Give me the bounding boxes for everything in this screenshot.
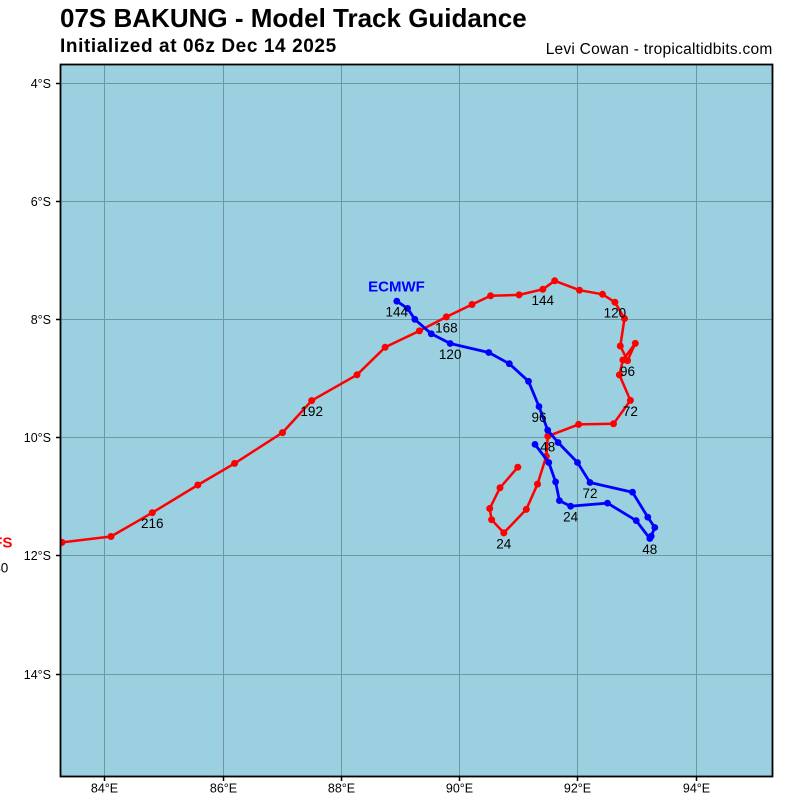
svg-text:168: 168 <box>435 320 458 335</box>
svg-text:8°S: 8°S <box>31 313 51 327</box>
svg-text:ECMWF: ECMWF <box>368 279 425 296</box>
svg-text:12°S: 12°S <box>24 549 51 563</box>
svg-text:6°S: 6°S <box>31 195 51 209</box>
svg-text:24: 24 <box>496 536 512 551</box>
svg-text:88°E: 88°E <box>328 782 355 796</box>
svg-text:48: 48 <box>540 440 555 455</box>
svg-text:48: 48 <box>642 542 657 557</box>
svg-text:07S BAKUNG - Model Track Guida: 07S BAKUNG - Model Track Guidance <box>60 3 527 33</box>
svg-text:86°E: 86°E <box>210 782 237 796</box>
svg-text:24: 24 <box>563 510 579 525</box>
svg-text:192: 192 <box>300 404 323 419</box>
svg-text:96: 96 <box>531 410 546 425</box>
svg-text:144: 144 <box>386 305 409 320</box>
svg-text:120: 120 <box>604 306 627 321</box>
svg-text:120: 120 <box>439 347 462 362</box>
svg-text:72: 72 <box>623 404 638 419</box>
svg-text:Levi Cowan - tropicaltidbits.c: Levi Cowan - tropicaltidbits.com <box>546 41 773 58</box>
svg-text:90°E: 90°E <box>446 782 473 796</box>
svg-text:84°E: 84°E <box>91 782 118 796</box>
svg-text:92°E: 92°E <box>564 782 591 796</box>
svg-text:96: 96 <box>620 364 635 379</box>
svg-text:240: 240 <box>0 561 8 576</box>
svg-text:Initialized at 06z Dec 14 2025: Initialized at 06z Dec 14 2025 <box>60 36 337 57</box>
svg-text:10°S: 10°S <box>24 431 51 445</box>
svg-text:GFS: GFS <box>0 535 12 552</box>
svg-text:216: 216 <box>141 516 164 531</box>
svg-text:94°E: 94°E <box>683 782 710 796</box>
svg-text:4°S: 4°S <box>31 77 51 91</box>
svg-text:144: 144 <box>532 293 555 308</box>
svg-text:72: 72 <box>582 486 597 501</box>
svg-text:14°S: 14°S <box>24 668 51 682</box>
